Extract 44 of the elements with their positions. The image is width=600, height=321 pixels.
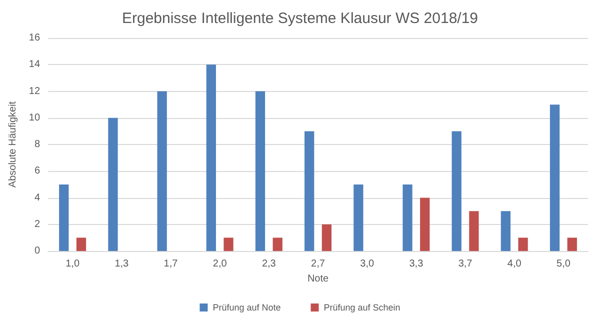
bar — [354, 184, 364, 251]
x-tick-label: 3,7 — [458, 258, 473, 270]
x-tick-label: 2,7 — [311, 258, 326, 270]
x-tick-label: 2,3 — [262, 258, 276, 270]
bar — [322, 224, 332, 251]
x-axis-title: Note — [307, 273, 330, 284]
bar — [402, 184, 412, 251]
bar — [255, 91, 266, 251]
y-tick-label: 0 — [34, 246, 40, 256]
chart-title: Ergebnisse Intelligente Systeme Klausur WS 2018/19 — [122, 10, 478, 27]
bar — [500, 211, 511, 251]
bar — [420, 198, 430, 251]
bar — [59, 184, 69, 251]
y-tick-label: 16 — [28, 32, 40, 44]
x-tick-label: 3,3 — [409, 258, 424, 270]
x-tick-label: 4,0 — [507, 258, 522, 270]
y-tick-label: 10 — [28, 112, 40, 124]
bar — [157, 91, 167, 251]
bar — [550, 104, 560, 251]
y-tick-label: 14 — [28, 59, 40, 70]
bar — [452, 131, 462, 251]
bar — [272, 238, 282, 251]
bar — [76, 238, 86, 251]
x-tick-label: 1,3 — [114, 258, 130, 270]
bar — [224, 238, 234, 251]
x-tick-label: 5,0 — [556, 258, 571, 270]
bar — [567, 238, 577, 251]
y-axis-title: Absolute Häufigkeit — [8, 101, 18, 188]
y-tick-label: 4 — [34, 192, 40, 204]
y-tick-label: 6 — [34, 166, 40, 177]
x-tick-label: 2,0 — [212, 258, 228, 270]
x-tick-label: 1,7 — [164, 258, 178, 270]
y-tick-label: 2 — [34, 218, 40, 230]
x-tick-label: 1,0 — [66, 258, 80, 270]
bar — [304, 131, 314, 251]
bar — [206, 64, 216, 251]
y-tick-label: 8 — [34, 139, 40, 150]
bar — [108, 118, 118, 251]
legend-label: Prüfung auf Schein — [324, 302, 400, 312]
bar — [518, 238, 528, 251]
y-tick-label: 12 — [28, 86, 40, 97]
legend-label: Prüfung auf Note — [212, 302, 281, 312]
bar — [469, 211, 479, 251]
x-tick-label: 3,0 — [360, 258, 374, 270]
